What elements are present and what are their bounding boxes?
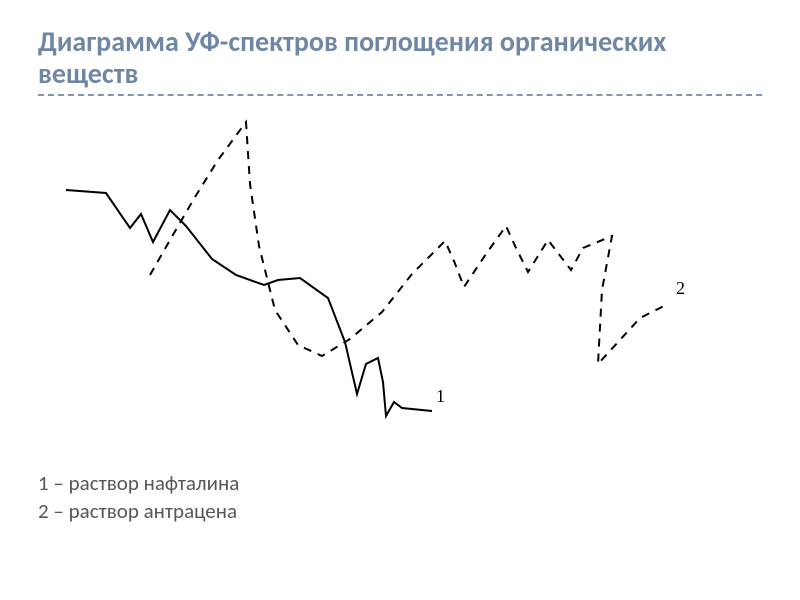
legend-item-1: 1 – раствор нафталина bbox=[38, 470, 762, 496]
legend: 1 – раствор нафталина 2 – раствор антрац… bbox=[38, 470, 762, 524]
title-divider bbox=[38, 94, 762, 96]
legend-item-2: 2 – раствор антрацена bbox=[38, 498, 762, 524]
uv-spectra-chart: 1 2 bbox=[38, 102, 762, 462]
curve-2-label: 2 bbox=[676, 278, 685, 298]
chart-container: 1 2 bbox=[38, 102, 762, 462]
curve-1-label: 1 bbox=[436, 386, 445, 406]
chart-bg bbox=[50, 102, 750, 462]
page-title: Диаграмма УФ-спектров поглощения органич… bbox=[38, 26, 762, 90]
